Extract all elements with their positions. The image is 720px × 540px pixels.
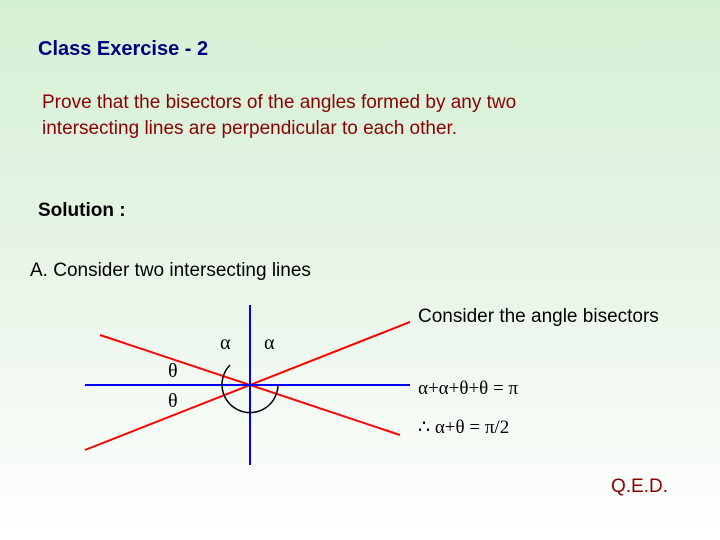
problem-statement: Prove that the bisectors of the angles f… <box>42 90 602 141</box>
alpha-label-1: α <box>220 332 230 355</box>
equation-2: ∴ α+θ = π/2 <box>418 416 509 439</box>
intersecting-lines-diagram: α α θ θ <box>50 300 410 480</box>
step-a-text: A. Consider two intersecting lines <box>30 260 311 282</box>
qed-text: Q.E.D. <box>611 476 668 498</box>
exercise-title: Class Exercise - 2 <box>38 38 208 61</box>
theta-label-2: θ <box>168 390 178 413</box>
solution-label: Solution : <box>38 200 126 222</box>
consider-bisectors-text: Consider the angle bisectors <box>418 305 659 330</box>
diagram-svg <box>50 300 410 480</box>
equation-1: α+α+θ+θ = π <box>418 378 518 400</box>
theta-label-1: θ <box>168 360 178 383</box>
alpha-label-2: α <box>264 332 274 355</box>
